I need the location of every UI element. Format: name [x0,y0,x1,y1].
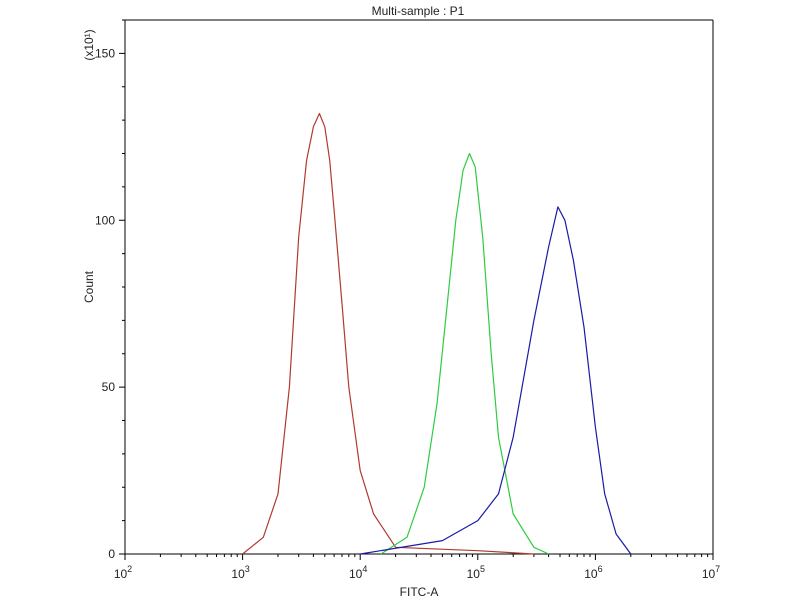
x-tick-label: 103 [231,564,249,581]
chart-title: Multi-sample : P1 [372,4,465,18]
y-tick-label: 50 [102,380,116,394]
plot-frame [124,19,714,555]
y-tick-label: 150 [95,46,115,60]
x-tick-label: 102 [114,564,132,581]
x-tick-label: 104 [349,564,367,581]
series-layer [242,112,632,555]
y-tick-label: 100 [95,213,115,227]
series-1-line [242,112,534,555]
series-2-line [380,152,549,555]
x-axis-ticks: 102 103 104 105 106 107 [114,554,720,581]
y-tick-label: 0 [108,547,115,561]
x-tick-label: 106 [584,564,602,581]
x-tick-label: 107 [702,564,720,581]
series-3-line [360,206,632,555]
x-axis-label: FITC-A [400,585,439,599]
y-axis-label: Count [82,270,96,303]
x-tick-label: 105 [467,564,485,581]
y-axis-ticks: 0 50 100 150 [95,19,125,561]
y-multiplier-label: (x10¹) [82,29,96,60]
